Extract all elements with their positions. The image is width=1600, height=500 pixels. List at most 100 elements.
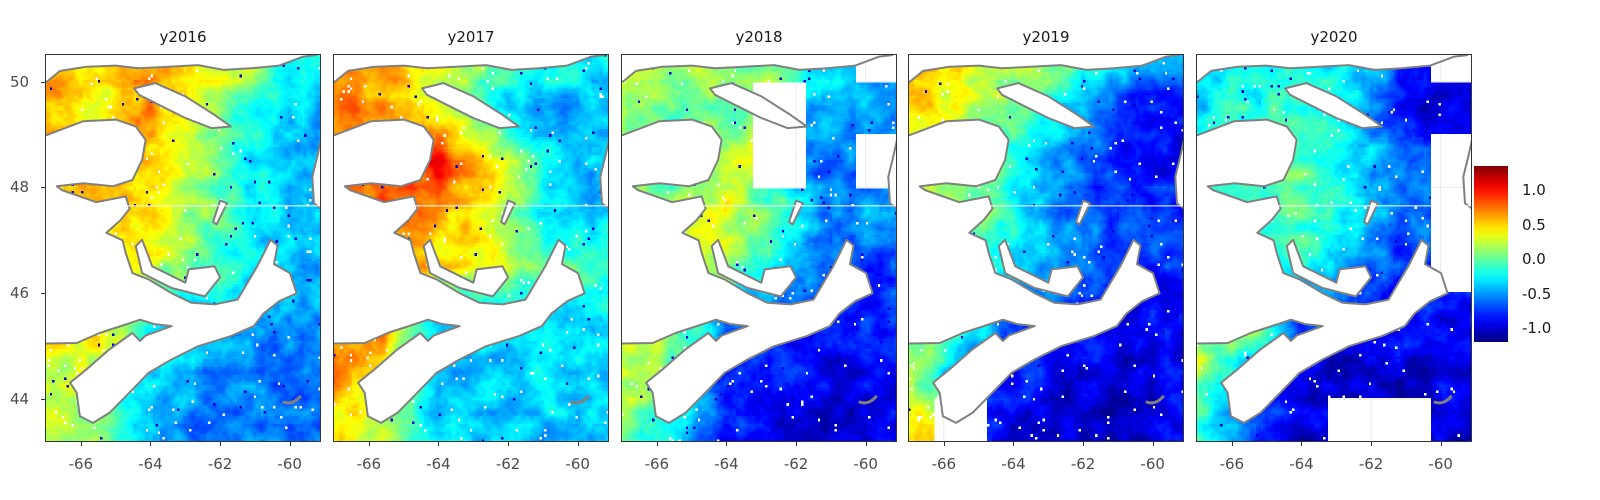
land-polygon xyxy=(333,118,586,424)
x-tick xyxy=(1301,442,1303,446)
y-tick xyxy=(41,399,45,401)
land-polygon xyxy=(621,118,874,424)
land-polygon xyxy=(422,238,510,298)
panel-border xyxy=(1196,54,1472,442)
x-tick-label: -66 xyxy=(356,455,382,473)
x-tick-label: -64 xyxy=(714,455,739,473)
x-tick-label: -62 xyxy=(1070,455,1096,473)
x-tick xyxy=(438,442,440,446)
facet-label: y2018 xyxy=(735,28,783,46)
x-tick xyxy=(368,442,370,446)
x-tick-label: -64 xyxy=(1289,455,1314,473)
x-tick xyxy=(726,442,728,446)
land-polygon xyxy=(45,118,298,424)
y-tick-label: 50 xyxy=(10,72,30,91)
panel-y2017 xyxy=(333,54,609,442)
coastline-layer xyxy=(45,54,321,442)
colorbar-tick-label: 1.0 xyxy=(1522,181,1546,200)
x-tick xyxy=(1440,442,1442,446)
x-tick xyxy=(577,442,579,446)
colorbar-tick-label: 0.0 xyxy=(1522,250,1546,269)
x-tick xyxy=(1371,442,1373,446)
x-tick-label: -60 xyxy=(853,455,878,473)
land-polygon xyxy=(996,82,1095,130)
facet-label: y2020 xyxy=(1310,28,1358,46)
land-polygon xyxy=(333,54,607,83)
land-polygon xyxy=(134,238,222,298)
x-tick-label: -62 xyxy=(207,455,233,473)
x-tick xyxy=(508,442,510,446)
x-tick-label: -66 xyxy=(68,455,94,473)
land-polygon xyxy=(212,199,228,226)
land-polygon xyxy=(1075,199,1091,226)
y-tick-label: 48 xyxy=(10,178,30,197)
panel-y2020 xyxy=(1196,54,1472,442)
y-tick-label: 44 xyxy=(10,390,30,409)
x-tick-label: -64 xyxy=(138,455,163,473)
x-tick xyxy=(80,442,82,446)
land-polygon xyxy=(887,138,897,210)
land-polygon xyxy=(709,82,808,130)
facet-label: y2019 xyxy=(1022,28,1070,46)
x-tick-label: -66 xyxy=(931,455,957,473)
x-tick-label: -64 xyxy=(1001,455,1026,473)
panel-y2019 xyxy=(908,54,1184,442)
panel-border xyxy=(333,54,609,442)
x-tick-label: -62 xyxy=(1358,455,1384,473)
x-tick xyxy=(150,442,152,446)
x-tick-label: -60 xyxy=(1140,455,1165,473)
x-tick xyxy=(220,442,222,446)
land-polygon xyxy=(1196,118,1449,424)
land-polygon xyxy=(1285,238,1373,298)
x-tick xyxy=(1013,442,1015,446)
land-polygon xyxy=(133,82,232,130)
y-tick xyxy=(41,81,45,83)
land-polygon xyxy=(1174,138,1184,210)
panel-y2016 xyxy=(45,54,321,442)
sable-island xyxy=(858,394,878,405)
land-polygon xyxy=(1363,199,1379,226)
land-polygon xyxy=(45,54,319,83)
x-tick-label: -64 xyxy=(426,455,451,473)
sable-island xyxy=(570,394,590,405)
land-polygon xyxy=(1462,138,1472,210)
y-tick xyxy=(41,187,45,189)
land-polygon xyxy=(788,199,804,226)
panel-y2018 xyxy=(621,54,897,442)
x-tick xyxy=(943,442,945,446)
x-tick-label: -60 xyxy=(277,455,302,473)
x-tick-label: -66 xyxy=(644,455,670,473)
x-tick xyxy=(1231,442,1233,446)
land-polygon xyxy=(500,199,516,226)
sable-island xyxy=(1433,394,1453,405)
land-polygon xyxy=(908,118,1161,424)
land-polygon xyxy=(421,82,520,130)
land-polygon xyxy=(1284,82,1383,130)
land-polygon xyxy=(311,138,321,210)
facet-label: y2017 xyxy=(447,28,495,46)
x-tick xyxy=(796,442,798,446)
panel-border xyxy=(621,54,897,442)
land-polygon xyxy=(599,138,609,210)
colorbar xyxy=(1474,166,1508,342)
land-polygon xyxy=(1196,54,1470,83)
sable-island xyxy=(1145,394,1165,405)
x-tick xyxy=(289,442,291,446)
coastline-layer xyxy=(621,54,897,442)
x-tick-label: -62 xyxy=(783,455,809,473)
colorbar-tick-label: -0.5 xyxy=(1522,284,1552,303)
coastline-layer xyxy=(1196,54,1472,442)
facet-label: y2016 xyxy=(159,28,207,46)
x-tick-label: -66 xyxy=(1219,455,1245,473)
y-tick xyxy=(41,293,45,295)
x-tick xyxy=(1152,442,1154,446)
land-polygon xyxy=(997,238,1085,298)
panel-border xyxy=(908,54,1184,442)
x-tick xyxy=(1083,442,1085,446)
coastline-layer xyxy=(333,54,609,442)
panel-border xyxy=(45,54,321,442)
x-tick xyxy=(865,442,867,446)
x-tick xyxy=(656,442,658,446)
sable-island xyxy=(282,394,302,405)
land-polygon xyxy=(908,54,1182,83)
